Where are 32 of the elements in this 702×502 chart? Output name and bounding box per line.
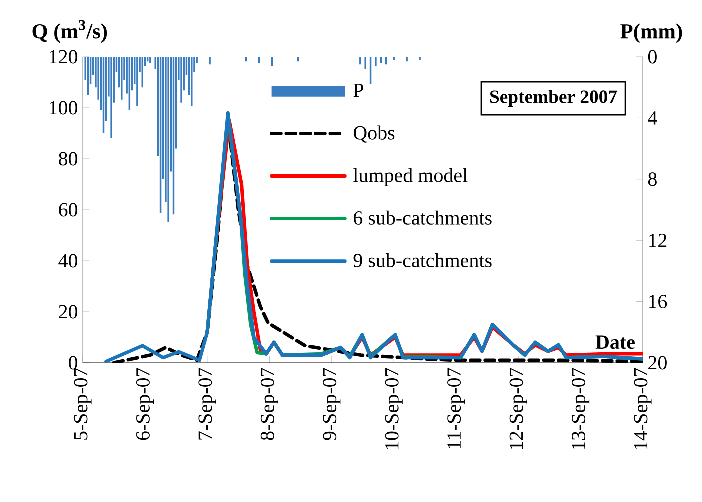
y2-tick-label: 4: [648, 112, 658, 125]
x-tick-label: 7-Sep-07: [198, 368, 216, 440]
y2-tick-label: 8: [648, 172, 657, 186]
y2-tick-label: 0: [648, 50, 657, 64]
x-tick-label: 9-Sep-07: [323, 368, 341, 440]
legend-label: Qobs: [354, 126, 395, 143]
x-tick-label: 11-Sep-07: [448, 368, 466, 449]
legend-label: P: [354, 84, 364, 98]
y2-tick-label: 16: [649, 295, 668, 309]
x-tick-label: 14-Sep-07: [634, 368, 652, 450]
x-tick-label: 13-Sep-07: [572, 368, 590, 450]
y-tick-label: 40: [58, 254, 78, 268]
y-tick-label: 20: [59, 305, 78, 319]
x-axis-title: Date: [596, 336, 635, 350]
y-tick-label: 0: [69, 356, 78, 370]
y-tick-label: 120: [50, 50, 78, 64]
y2-tick-label: 20: [648, 356, 667, 370]
y-axis-title: Q (m$^{3}$/s): [32, 20, 108, 44]
x-tick-label: 12-Sep-07: [510, 368, 528, 450]
legend-label: lumped model: [354, 168, 468, 186]
y2-axis-title: P(mm): [620, 24, 682, 44]
x-tick-label: 5-Sep-07: [74, 368, 92, 440]
legend-label: 6 sub-catchments: [354, 210, 492, 225]
y-tick-label: 60: [59, 203, 78, 217]
annotation: September 2007: [490, 90, 618, 108]
legend-label: 9 sub-catchments: [354, 253, 492, 268]
y-tick-label: 100: [50, 101, 78, 115]
y2-tick-label: 12: [649, 234, 667, 248]
x-tick-label: 10-Sep-07: [385, 368, 403, 450]
x-tick-label: 6-Sep-07: [136, 368, 154, 440]
x-tick-label: 8-Sep-07: [260, 368, 278, 440]
y-tick-label: 80: [59, 152, 78, 166]
